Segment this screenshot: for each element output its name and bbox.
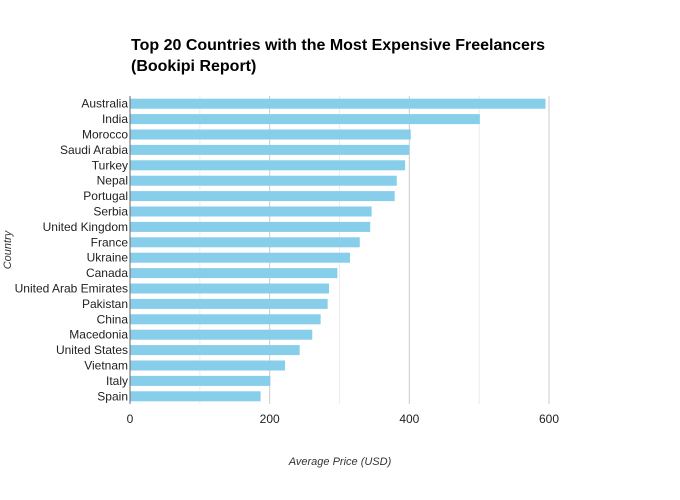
bar	[130, 221, 371, 232]
gridlines	[199, 96, 550, 404]
y-tick-label: Macedonia	[69, 328, 128, 342]
y-tick-label: Saudi Arabia	[60, 143, 128, 157]
bar	[130, 129, 411, 140]
y-tick-label: Turkey	[92, 158, 128, 172]
y-tick-label: Ukraine	[87, 251, 129, 265]
x-tick-label: 0	[127, 412, 134, 426]
y-tick-label: Vietnam	[84, 359, 128, 373]
y-tick-label: Nepal	[97, 174, 128, 188]
x-tick-label: 200	[260, 412, 280, 426]
y-tick-label: Serbia	[93, 205, 128, 219]
y-tick-label: China	[97, 312, 129, 326]
y-tick-label: Morocco	[82, 128, 128, 142]
y-tick-label: Italy	[106, 374, 128, 388]
bar	[130, 298, 328, 309]
bar	[130, 206, 372, 217]
bar	[130, 114, 480, 125]
y-axis-title: Country	[2, 229, 14, 269]
x-tick-label: 600	[539, 412, 559, 426]
y-tick-label: Pakistan	[82, 297, 128, 311]
y-tick-label: Spain	[97, 389, 128, 403]
y-tick-label: United States	[56, 343, 128, 357]
bar	[130, 360, 286, 371]
bar	[130, 375, 271, 386]
chart-title-line-1: Top 20 Countries with the Most Expensive…	[131, 37, 546, 54]
bar	[130, 283, 330, 294]
x-axis-title: Average Price (USD)	[288, 456, 392, 468]
x-tick-labels: 0 200 400 600	[127, 412, 560, 426]
bar	[130, 144, 410, 155]
y-tick-label: Australia	[81, 97, 128, 111]
bars	[130, 98, 546, 402]
bar	[130, 329, 313, 340]
bar	[130, 391, 261, 402]
bar	[130, 268, 338, 279]
chart-title: Top 20 Countries with the Most Expensive…	[131, 35, 631, 77]
x-tick-label: 400	[399, 412, 419, 426]
bar	[130, 237, 360, 248]
y-tick-label: United Kingdom	[43, 220, 128, 234]
bar	[130, 191, 395, 202]
y-tick-label: France	[91, 235, 129, 249]
y-tick-label: Canada	[86, 266, 128, 280]
y-tick-label: India	[102, 112, 128, 126]
y-tick-label: United Arab Emirates	[15, 282, 128, 296]
bar	[130, 98, 546, 109]
bar	[130, 252, 350, 263]
bar	[130, 345, 300, 356]
y-tick-label: Portugal	[83, 189, 128, 203]
bar	[130, 314, 321, 325]
bar	[130, 160, 406, 171]
chart-title-line-2: (Bookipi Report)	[131, 58, 257, 75]
bar	[130, 175, 397, 186]
